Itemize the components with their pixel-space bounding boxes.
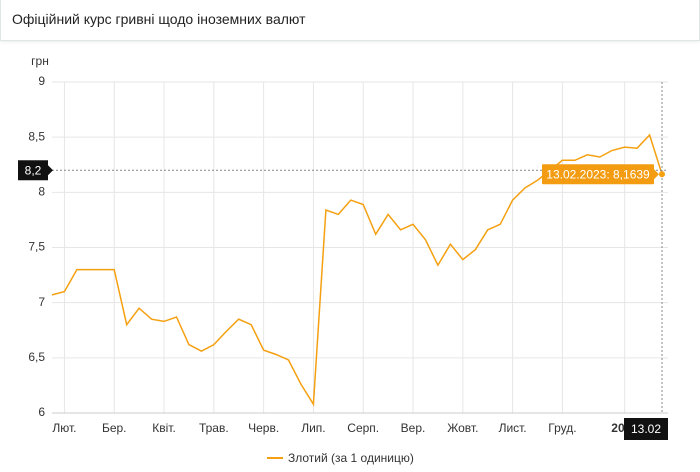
- x-tick-label: Жовт.: [447, 421, 478, 435]
- crosshair-x-label: 13.02: [631, 422, 661, 436]
- tooltip-pointer: [654, 169, 659, 180]
- x-tick-label: Квіт.: [152, 421, 176, 435]
- line-series: [51, 133, 663, 407]
- y-tick-label: 6,5: [28, 350, 45, 364]
- x-tick-label: Груд.: [548, 421, 576, 435]
- tooltip-text: 13.02.2023: 8,1639: [546, 167, 650, 181]
- y-tick-label: 8: [38, 185, 45, 199]
- x-tick-label: Лип.: [301, 421, 325, 435]
- y-tick-label: 7,5: [28, 240, 45, 254]
- x-tick-label: Трав.: [199, 421, 229, 435]
- y-axis-label: грн: [31, 54, 49, 68]
- tooltip-box: [542, 164, 654, 185]
- x-tick-label: Бер.: [102, 421, 127, 435]
- x-tick-label: Лют.: [52, 421, 76, 435]
- crosshair-label: 8,2: [25, 163, 42, 177]
- crosshair-pointer: [48, 165, 53, 176]
- header-title: Офіційний курс гривні щодо іноземних вал…: [12, 11, 306, 27]
- crosshair-label-box: [18, 160, 48, 181]
- y-tick-label: 8,5: [28, 129, 45, 143]
- legend-label: Злотий (за 1 одиницю): [288, 451, 414, 465]
- x-tick-label: Лист.: [499, 421, 527, 435]
- point: [659, 171, 665, 178]
- y-tick-label: 9: [38, 74, 45, 88]
- x-tick-label: Вер.: [401, 421, 426, 435]
- y-tick-label: 7: [38, 295, 45, 309]
- y-tick-label: 6: [38, 405, 45, 419]
- x-tick-label: Серп.: [347, 421, 379, 435]
- crosshair-x-box: [624, 418, 668, 440]
- x-tick-label: Черв.: [248, 421, 279, 435]
